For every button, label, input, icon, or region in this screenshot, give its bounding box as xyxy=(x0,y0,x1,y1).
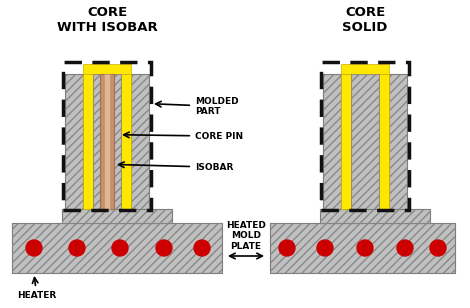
Bar xyxy=(65,74,83,209)
Circle shape xyxy=(279,240,295,256)
Text: CORE PIN: CORE PIN xyxy=(124,132,243,140)
Text: MOLDED
PART: MOLDED PART xyxy=(156,97,239,116)
Bar xyxy=(379,74,389,209)
Circle shape xyxy=(26,240,42,256)
Bar xyxy=(93,74,121,209)
Text: CORE
SOLID: CORE SOLID xyxy=(342,6,388,34)
Bar xyxy=(121,74,131,209)
Bar xyxy=(62,209,172,223)
Bar xyxy=(131,74,149,209)
Bar xyxy=(341,64,389,74)
Bar xyxy=(321,62,409,210)
Circle shape xyxy=(317,240,333,256)
Circle shape xyxy=(69,240,85,256)
Circle shape xyxy=(194,240,210,256)
Bar xyxy=(320,209,430,223)
Bar xyxy=(12,223,222,273)
Bar xyxy=(389,74,407,209)
Bar xyxy=(389,74,407,209)
Bar xyxy=(65,74,83,209)
Bar xyxy=(351,74,379,209)
Circle shape xyxy=(430,240,446,256)
Circle shape xyxy=(112,240,128,256)
Bar xyxy=(351,74,379,209)
Bar xyxy=(270,223,455,273)
Bar xyxy=(12,223,222,273)
Bar xyxy=(93,74,121,209)
Bar xyxy=(323,74,341,209)
Bar xyxy=(100,74,114,209)
Bar xyxy=(83,64,131,74)
Text: ISOBAR: ISOBAR xyxy=(118,162,234,172)
Circle shape xyxy=(397,240,413,256)
Bar xyxy=(320,209,430,223)
Text: HEATED
MOLD
PLATE: HEATED MOLD PLATE xyxy=(226,221,266,251)
Bar xyxy=(83,74,93,209)
Text: CORE
WITH ISOBAR: CORE WITH ISOBAR xyxy=(56,6,157,34)
Text: HEATER: HEATER xyxy=(17,278,56,300)
Bar xyxy=(323,74,341,209)
Bar xyxy=(270,223,455,273)
Bar xyxy=(62,209,172,223)
Bar xyxy=(63,62,151,210)
Bar xyxy=(131,74,149,209)
Circle shape xyxy=(357,240,373,256)
Bar xyxy=(341,74,351,209)
Circle shape xyxy=(156,240,172,256)
Bar xyxy=(104,74,110,209)
